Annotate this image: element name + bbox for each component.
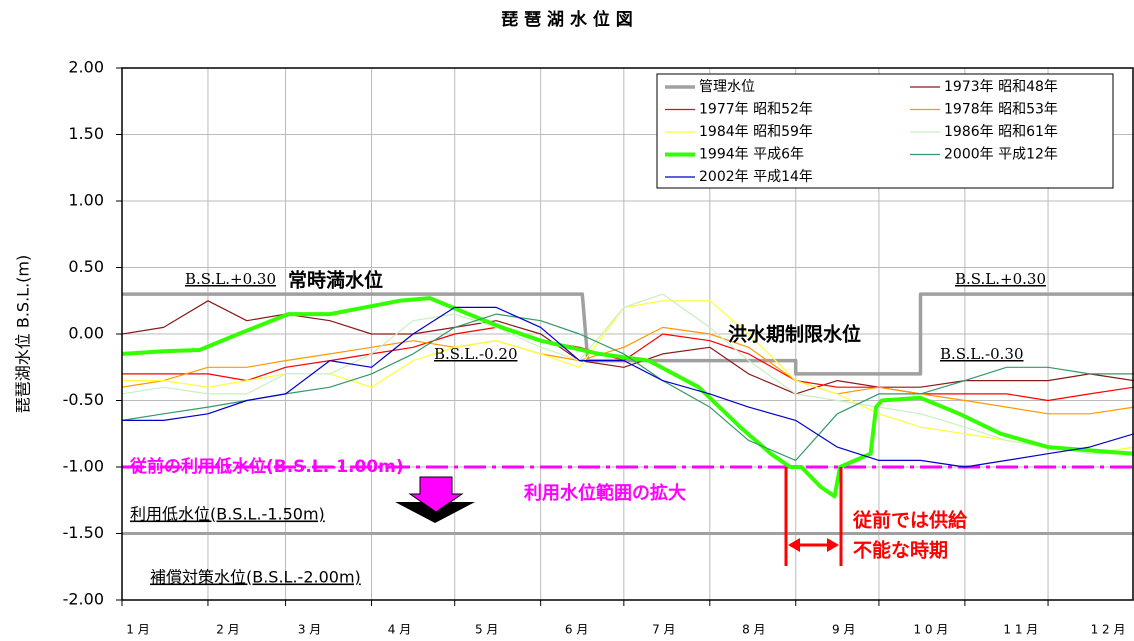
x-tick-label: 1 2 月	[1091, 623, 1126, 637]
annotation: 不能な時期	[853, 539, 948, 562]
x-tick-label: 5 月	[475, 623, 498, 637]
annotation: 利用低水位(B.S.L.-1.50m)	[130, 505, 325, 524]
x-tick-label: 1 月	[126, 623, 149, 637]
y-tick-label: 0.00	[68, 324, 104, 343]
y-tick-label: 0.50	[68, 257, 104, 276]
arrow-head	[788, 538, 839, 552]
annotation: 洪水期制限水位	[728, 323, 861, 346]
x-tick-label: 1 0 月	[913, 623, 948, 637]
annotation: 従前では供給	[852, 509, 968, 532]
y-tick-label: -0.50	[63, 390, 104, 409]
series-line	[121, 313, 1134, 461]
series-line	[122, 292, 1134, 376]
y-tick-label: -1.00	[63, 457, 104, 476]
y-tick-label: 1.00	[68, 191, 104, 210]
series-line	[121, 326, 1134, 415]
bracket	[784, 467, 843, 566]
arrow-magenta	[408, 476, 464, 513]
chart-title: 琵 琶 湖 水 位 図	[501, 9, 633, 30]
x-tick-label: 1 1 月	[1003, 623, 1038, 637]
arrow-black	[395, 502, 475, 523]
y-axis-label: 琵琶湖水位 B.S.L.(m)	[14, 255, 33, 413]
annotation: 補償対策水位(B.S.L.-2.00m)	[150, 568, 361, 587]
y-tick-label: 1.50	[68, 124, 104, 143]
series-line	[121, 293, 1134, 455]
legend-label: 2002年 平成14年	[699, 169, 813, 185]
legend-label: 1978年 昭和53年	[944, 102, 1058, 118]
series-line	[121, 296, 1134, 499]
x-tick-label: 2 月	[216, 623, 239, 637]
legend-label: 1973年 昭和48年	[944, 79, 1058, 95]
x-tick-label: 4 月	[388, 623, 411, 637]
series-line	[122, 326, 1134, 402]
annotation: B.S.L.+0.30	[185, 270, 276, 288]
x-tick-label: 3 月	[298, 623, 321, 637]
legend-label: 1984年 昭和59年	[699, 124, 813, 140]
legend-label: 1994年 平成6年	[699, 147, 804, 163]
legend-label: 管理水位	[699, 79, 755, 95]
x-tick-label: 9 月	[832, 623, 855, 637]
series-line	[122, 306, 1134, 468]
x-tick-label: 7 月	[652, 623, 675, 637]
legend-box	[656, 73, 1114, 189]
annotation: 常時満水位	[288, 269, 383, 292]
legend-label: 1986年 昭和61年	[944, 124, 1058, 140]
y-tick-label: 2.00	[68, 58, 104, 77]
plot-border	[121, 67, 1134, 601]
legend-label: 1977年 昭和52年	[699, 102, 813, 118]
annotation: B.S.L.-0.30	[940, 345, 1024, 363]
x-tick-label: 8 月	[742, 623, 765, 637]
annotation: B.S.L.+0.30	[955, 270, 1046, 288]
y-tick-label: -2.00	[63, 590, 104, 609]
x-tick-label: 6 月	[565, 623, 588, 637]
annotation: B.S.L.-0.20	[434, 345, 518, 363]
y-tick-label: -1.50	[63, 523, 104, 542]
series-line	[122, 300, 1134, 455]
legend-label: 2000年 平成12年	[944, 147, 1058, 163]
annotation: 利用水位範囲の拡大	[524, 482, 686, 504]
annotation: 従前の利用低水位(B.S.L.-1.00m)	[129, 456, 404, 477]
